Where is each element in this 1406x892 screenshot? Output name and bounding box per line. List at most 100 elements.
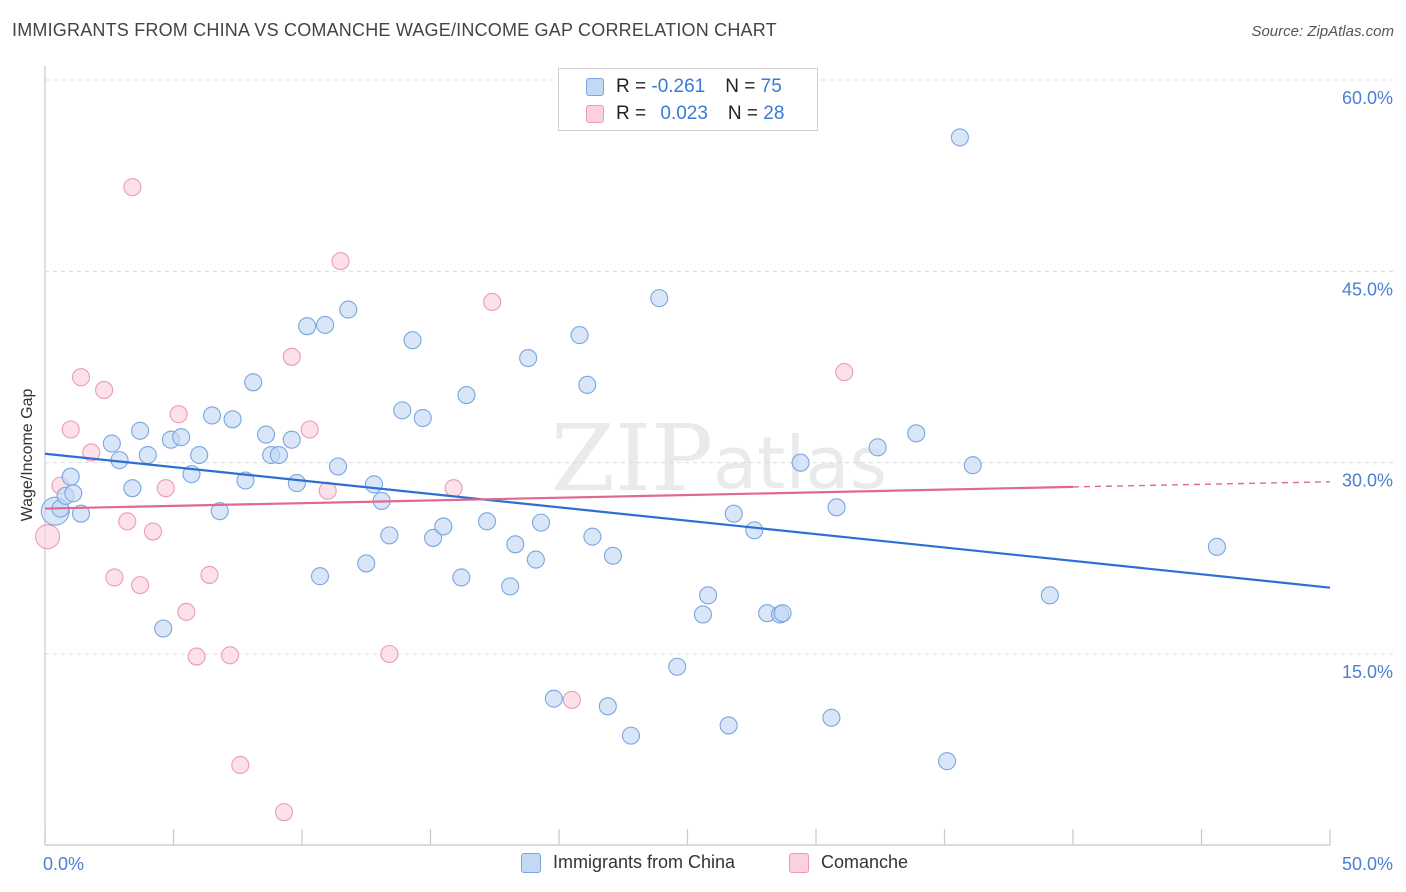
legend-item-china[interactable]: Immigrants from China	[521, 852, 735, 873]
china-point	[603, 546, 623, 565]
china-points	[40, 128, 1226, 771]
china-point	[745, 521, 764, 540]
china-point	[403, 331, 422, 350]
comanche-point	[118, 512, 137, 531]
comanche-swatch	[586, 105, 604, 123]
n-value-china: 75	[760, 76, 782, 97]
comanche-point	[562, 690, 581, 709]
china-point	[102, 434, 121, 453]
comanche-point	[169, 405, 188, 424]
comanche-point	[156, 479, 175, 498]
legend-item-comanche[interactable]: Comanche	[789, 852, 908, 873]
china-point	[570, 326, 589, 345]
comanche-point	[61, 420, 80, 439]
r-value-china: -0.261	[651, 76, 706, 97]
n-label: N =	[725, 76, 761, 97]
china-point	[531, 513, 551, 532]
n-label: N =	[727, 103, 764, 124]
china-point	[434, 517, 453, 536]
china-point	[190, 445, 209, 465]
x-tick-label-max: 50.0%	[1342, 854, 1393, 874]
china-point	[236, 471, 255, 490]
china-point	[868, 438, 887, 457]
y-tick-label: 60.0%	[1342, 88, 1393, 108]
comanche-point	[483, 292, 502, 311]
china-point	[71, 504, 91, 523]
china-point	[1040, 586, 1059, 605]
china-point	[621, 726, 641, 745]
china-point	[380, 526, 399, 545]
china-point	[298, 317, 317, 336]
comanche-point	[274, 803, 294, 822]
china-point	[131, 421, 150, 440]
china-point	[223, 410, 242, 429]
comanche-point	[177, 602, 196, 621]
china-point	[310, 567, 330, 586]
comanche-trend-line	[44, 485, 1074, 510]
legend-label-comanche: Comanche	[821, 852, 909, 872]
tick-labels: 15.0% 30.0% 45.0% 60.0% 0.0% 50.0%	[43, 88, 1393, 874]
source-label: Source: ZipAtlas.com	[1251, 23, 1394, 40]
comanche-swatch	[789, 852, 809, 873]
china-point	[364, 475, 384, 494]
china-point	[598, 697, 617, 716]
china-point	[526, 550, 545, 569]
china-point	[123, 479, 142, 498]
legend-row-comanche: R = 0.023 N = 28	[559, 101, 784, 127]
china-point	[269, 445, 288, 465]
comanche-point	[300, 420, 319, 439]
comanche-point	[444, 479, 463, 498]
grid-lines	[45, 79, 1395, 655]
comanche-point	[71, 368, 91, 387]
china-point	[256, 425, 276, 444]
china-point	[950, 128, 969, 147]
r-label: R =	[616, 103, 652, 124]
comanche-point	[835, 363, 854, 382]
china-point	[501, 577, 520, 596]
china-point	[1207, 537, 1226, 556]
comanche-point	[143, 522, 162, 541]
legend-label-china: Immigrants from China	[553, 852, 736, 872]
china-swatch	[521, 852, 541, 873]
y-tick-label: 30.0%	[1342, 471, 1393, 491]
china-point	[457, 386, 476, 405]
n-value-comanche: 28	[763, 103, 785, 124]
china-trend-line	[44, 452, 1331, 589]
china-point	[477, 512, 497, 531]
china-point	[668, 657, 687, 676]
comanche-point	[282, 347, 301, 366]
china-point	[907, 424, 926, 443]
china-point	[578, 375, 597, 394]
china-point	[328, 457, 348, 476]
comanche-point	[105, 568, 124, 587]
china-point	[827, 498, 846, 517]
china-point	[339, 300, 358, 319]
china-point	[64, 484, 83, 503]
china-point	[210, 502, 229, 521]
chart-title: IMMIGRANTS FROM CHINA VS COMANCHE WAGE/I…	[12, 20, 777, 40]
china-point	[544, 689, 563, 708]
china-point	[424, 528, 443, 547]
china-point	[724, 504, 743, 523]
china-point	[282, 430, 301, 449]
comanche-point	[95, 380, 114, 400]
china-point	[154, 619, 173, 638]
china-point	[693, 605, 712, 624]
y-tick-label: 15.0%	[1342, 662, 1393, 682]
china-point	[699, 586, 718, 605]
china-point	[791, 453, 810, 472]
china-point	[413, 408, 432, 428]
comanche-point	[200, 565, 219, 584]
x-tick-label-min: 0.0%	[43, 854, 84, 874]
china-point	[393, 401, 412, 420]
r-label: R =	[616, 76, 652, 97]
china-point	[316, 315, 335, 334]
comanche-point	[187, 647, 206, 666]
comanche-point	[331, 252, 350, 271]
china-swatch	[586, 78, 604, 96]
comanche-point	[35, 524, 61, 550]
china-point	[244, 373, 263, 392]
comanche-point	[380, 644, 399, 664]
r-value-comanche: 0.023	[660, 103, 708, 124]
china-point	[203, 406, 222, 425]
